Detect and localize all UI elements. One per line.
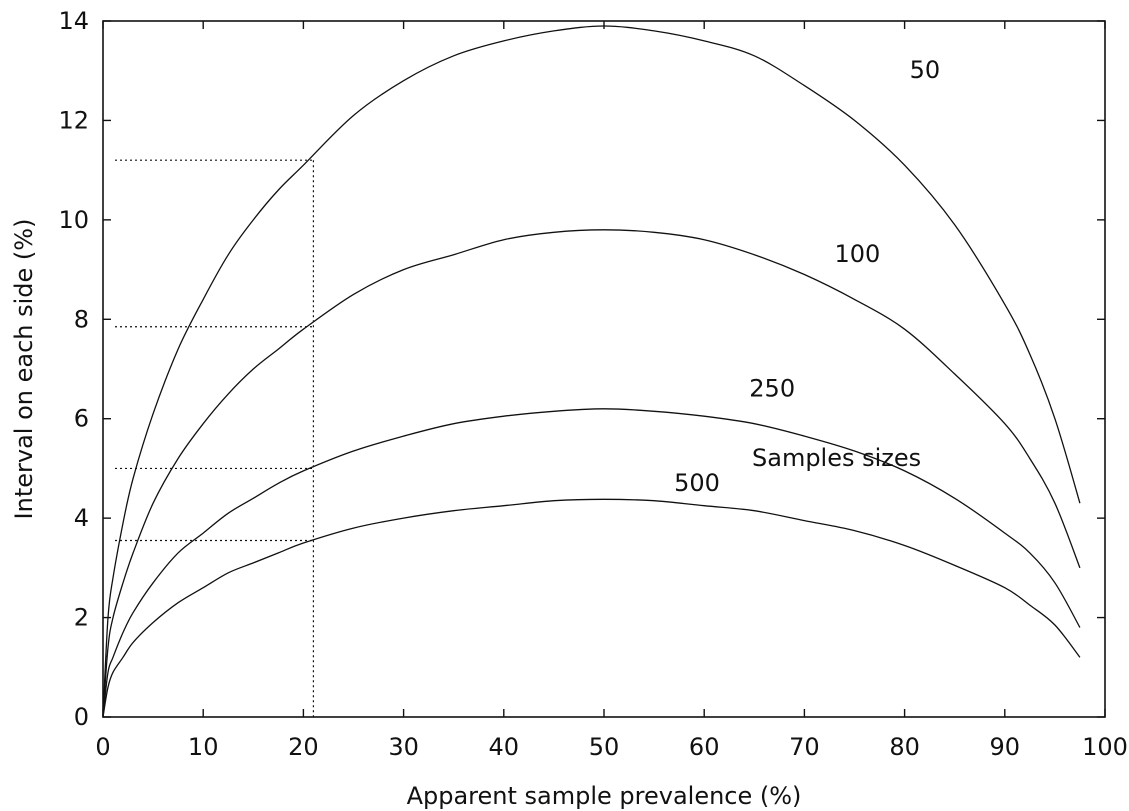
x-tick-label: 50 [589,733,620,761]
x-tick-label: 60 [689,733,720,761]
x-axis-title: Apparent sample prevalence (%) [407,782,802,810]
x-tick-label: 30 [388,733,419,761]
series-line-50 [102,25,1081,718]
series-label-100: 100 [834,240,880,268]
y-tick-label: 4 [74,504,89,532]
x-tick-label: 20 [288,733,319,761]
x-tick-label: 70 [789,733,820,761]
series-line-100 [102,229,1081,718]
series-label-50: 50 [910,56,941,84]
x-tick-label: 40 [489,733,520,761]
series-line-250 [102,408,1081,718]
series-label-500: 500 [674,469,720,497]
y-tick-label: 8 [74,305,89,333]
x-tick-label: 80 [889,733,920,761]
x-tick-label: 100 [1082,733,1128,761]
y-tick-label: 6 [74,405,89,433]
series-label-250: 250 [749,374,795,402]
y-axis-title: Interval on each side (%) [10,219,38,520]
x-tick-label: 0 [95,733,110,761]
x-axis-ticks: 0 10 20 30 40 50 60 70 80 90 100 [95,21,1128,761]
series-labels: 50 100 250 500 [674,56,940,497]
y-tick-label: 0 [74,703,89,731]
sample-sizes-annotation: Samples sizes [752,444,921,472]
y-tick-label: 14 [58,7,89,35]
y-tick-label: 10 [58,206,89,234]
series-line-500 [102,498,1081,718]
y-tick-label: 2 [74,604,89,632]
reference-guides [115,159,315,717]
x-tick-label: 90 [990,733,1021,761]
y-axis-ticks: 0 2 4 6 8 10 12 14 [58,7,1105,731]
x-tick-label: 10 [188,733,219,761]
y-tick-label: 12 [58,106,89,134]
series-curves [102,25,1081,718]
